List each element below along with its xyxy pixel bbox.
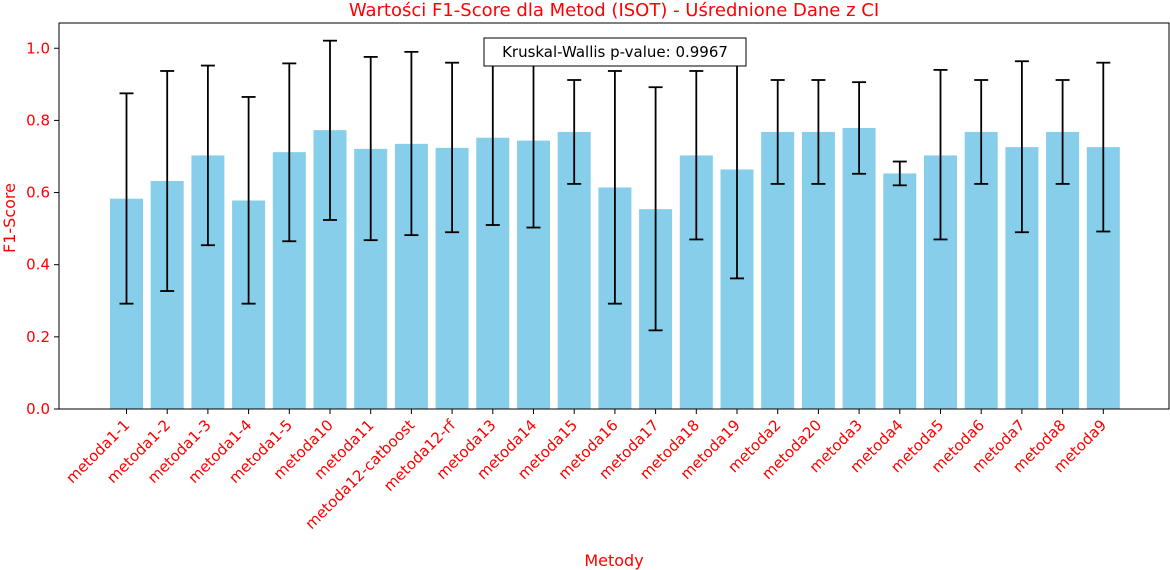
y-axis-label: F1-Score <box>0 183 19 253</box>
x-ticks-group: metoda1-1metoda1-2metoda1-3metoda1-4meto… <box>63 409 1110 533</box>
y-tick-label: 0.8 <box>26 111 50 129</box>
y-tick-label: 0.6 <box>26 184 50 202</box>
error-bars-group <box>119 39 1111 332</box>
bar <box>842 127 876 409</box>
annotation-frame <box>483 37 747 67</box>
y-tick-label: 1.0 <box>26 39 50 57</box>
y-tick-label: 0.2 <box>26 328 50 346</box>
bar <box>883 173 917 409</box>
chart-title: Wartości F1-Score dla Metod (ISOT) - Uśr… <box>349 0 879 21</box>
annotation-text: Kruskal-Wallis p-value: 0.9967 <box>502 43 728 61</box>
plot-frame <box>58 22 1170 410</box>
y-tick-label: 0.0 <box>26 400 50 418</box>
y-ticks-group: 0.0 0.2 0.4 0.6 0.8 1.0 <box>26 39 59 418</box>
bars-group <box>110 127 1120 410</box>
x-axis-label: Metody <box>584 551 643 570</box>
axes-frame <box>58 22 1170 410</box>
annotation-box: Kruskal-Wallis p-value: 0.9967 <box>483 37 747 67</box>
y-tick-label: 0.4 <box>26 256 50 274</box>
